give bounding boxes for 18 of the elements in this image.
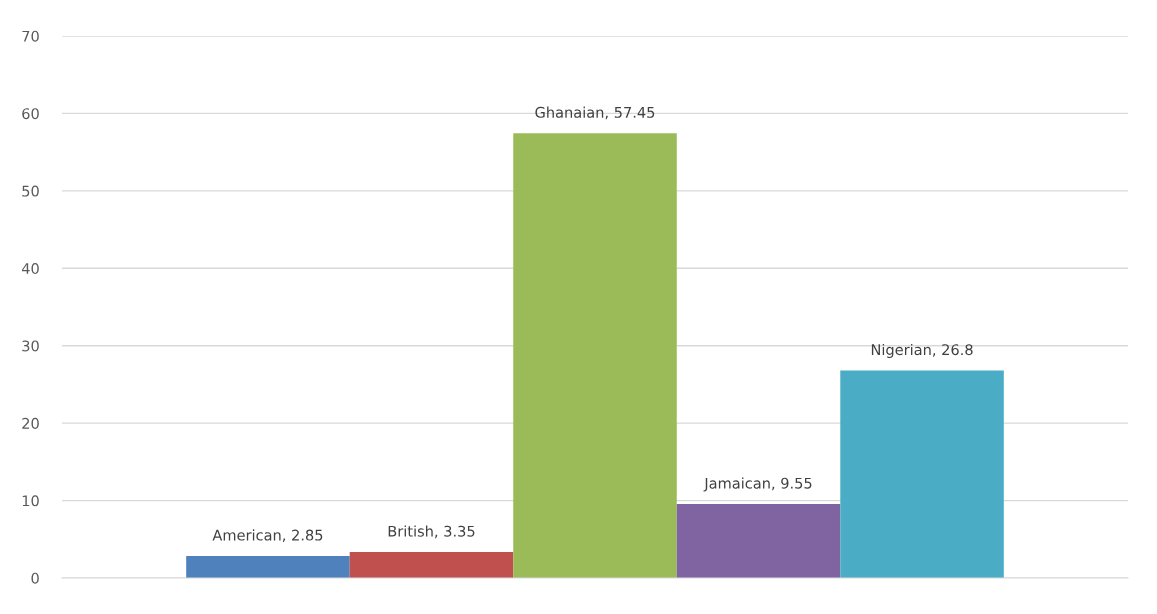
- y-tick-label: 0: [31, 572, 39, 584]
- data-label: Nigerian, 26.8: [871, 343, 973, 358]
- y-tick-label: 30: [22, 340, 39, 352]
- data-label: Ghanaian, 57.45: [535, 106, 655, 120]
- data-label: Jamaican, 9.55: [703, 477, 812, 492]
- bar: [349, 552, 514, 578]
- bar: [676, 504, 841, 578]
- bar: [840, 370, 1004, 578]
- y-tick-label: 10: [22, 495, 39, 507]
- y-tick-label: 70: [22, 30, 39, 42]
- y-tick-label: 60: [22, 108, 39, 120]
- bar: [186, 555, 350, 578]
- data-label: American, 2.85: [212, 529, 323, 543]
- y-tick-label: 40: [21, 263, 39, 275]
- bar: [513, 133, 677, 578]
- y-tick-label: 50: [22, 185, 39, 197]
- y-tick-label: 20: [22, 417, 39, 429]
- data-label: British, 3.35: [388, 525, 475, 539]
